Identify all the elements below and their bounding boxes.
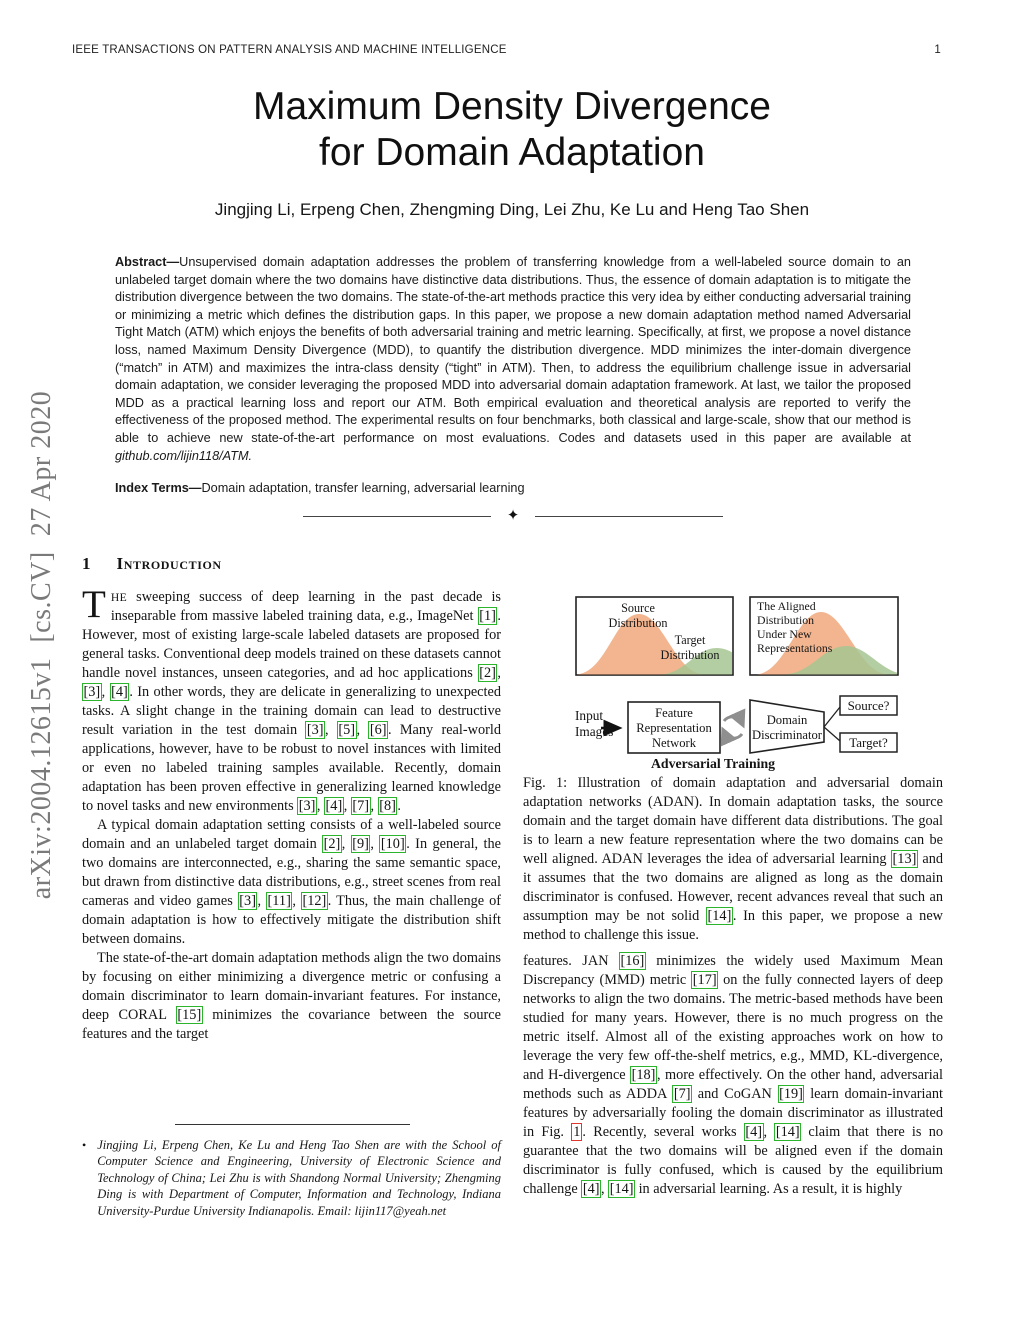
connector-to-target: [823, 726, 841, 742]
svg-text:Distribution: Distribution: [661, 648, 720, 662]
aligned-distribution-label: The Aligned: [757, 599, 816, 613]
footnote-rule: [175, 1124, 410, 1125]
feature-network-label: Feature: [655, 706, 693, 720]
citation-link[interactable]: [9]: [350, 835, 371, 853]
citation-link[interactable]: [19]: [777, 1085, 805, 1103]
index-terms-label: Index Terms—: [115, 481, 202, 495]
author-footnote: • Jingjing Li, Erpeng Chen, Ke Lu and He…: [82, 1124, 501, 1219]
section-heading: 1 Introduction: [82, 554, 501, 574]
citation-link[interactable]: [11]: [266, 892, 293, 910]
source-distribution-curve: [577, 614, 705, 675]
svg-text:Under New: Under New: [757, 627, 812, 641]
abstract: Abstract—Unsupervised domain adaptation …: [115, 254, 911, 465]
aligned-target-curve: [783, 646, 897, 675]
intro-paragraph-3: The state-of-the-art domain adaptation m…: [82, 950, 501, 1042]
figure-caption: Fig. 1: Illustration of domain adaptatio…: [523, 775, 944, 943]
svg-text:Distribution: Distribution: [609, 616, 668, 630]
citation-link[interactable]: [4]: [581, 1180, 602, 1198]
citation-link[interactable]: [14]: [706, 907, 733, 925]
svg-text:Discriminator: Discriminator: [752, 728, 823, 742]
separator-line: [535, 516, 724, 517]
section-number: 1: [82, 554, 91, 573]
source-question-box: [839, 695, 898, 716]
target-question-box: [839, 732, 898, 753]
svg-text:Network: Network: [652, 736, 697, 750]
abstract-text: Unsupervised domain adaptation addresses…: [115, 255, 911, 463]
dropcap-letter: T: [82, 583, 106, 626]
figure-reference-link[interactable]: 1: [571, 1123, 583, 1141]
source-distribution-label: Source: [621, 601, 655, 615]
citation-link[interactable]: [6]: [368, 721, 389, 739]
author-list: Jingjing Li, Erpeng Chen, Zhengming Ding…: [214, 200, 810, 219]
citation-link[interactable]: [15]: [175, 1006, 203, 1024]
citation-link[interactable]: [8]: [377, 797, 398, 815]
citation-link[interactable]: [18]: [630, 1066, 657, 1084]
page-number: 1: [934, 44, 941, 56]
citation-link[interactable]: [17]: [691, 971, 719, 989]
target-distribution-curve: [659, 648, 732, 675]
separator-line: [303, 516, 491, 517]
svg-text:Representations: Representations: [757, 641, 833, 655]
footnote-text: Jingjing Li, Erpeng Chen, Ke Lu and Heng…: [97, 1138, 501, 1218]
input-images-label: Input: [575, 708, 603, 723]
cycle-arrows-icon: [720, 708, 746, 747]
index-terms: Index Terms—Domain adaptation, transfer …: [115, 481, 911, 495]
svg-text:Distribution: Distribution: [757, 613, 814, 627]
target-question-label: Target?: [849, 735, 888, 750]
discriminator-trapezoid: [749, 699, 825, 754]
citation-link[interactable]: [2]: [477, 664, 498, 682]
figure-1: Source Distribution Target Distribution …: [575, 596, 899, 771]
intro-paragraph-1: T HE sweeping success of deep learning in…: [82, 583, 501, 815]
feature-network-box: [627, 701, 721, 754]
github-link[interactable]: github.com/lijin118/ATM.: [115, 448, 253, 463]
section-title: Introduction: [116, 554, 222, 573]
intro-text: T HE sweeping success of deep learning in…: [82, 583, 502, 1044]
target-distribution-label: Target: [675, 633, 706, 647]
citation-link[interactable]: [4]: [324, 797, 344, 815]
title-line2: for Domain Adaptation: [319, 131, 705, 174]
citation-link[interactable]: [14]: [608, 1180, 636, 1198]
citation-link[interactable]: [3]: [82, 683, 102, 701]
body-right-text: features. JAN [16] minimizes the widely …: [523, 952, 943, 1199]
source-question-label: Source?: [848, 698, 890, 713]
svg-text:Images: Images: [575, 724, 613, 739]
citation-link[interactable]: [12]: [300, 892, 328, 910]
running-header: IEEE TRANSACTIONS ON PATTERN ANALYSIS AN…: [72, 44, 941, 56]
citation-link[interactable]: [7]: [672, 1085, 693, 1103]
citation-link[interactable]: [3]: [297, 797, 317, 815]
intro-paragraph-2: A typical domain adaptation setting cons…: [82, 817, 502, 947]
connector-to-source: [823, 706, 841, 728]
citation-link[interactable]: [10]: [379, 835, 407, 853]
citation-link[interactable]: [2]: [322, 835, 342, 853]
svg-text:Representation: Representation: [636, 721, 712, 735]
citation-link[interactable]: [4]: [109, 683, 130, 701]
citation-link[interactable]: [3]: [305, 721, 326, 739]
footnote-bullet: •: [82, 1138, 87, 1152]
diamond-icon: ✦: [506, 508, 520, 524]
paper-title: Maximum Density Divergence for Domain Ad…: [0, 84, 1024, 176]
citation-link[interactable]: [13]: [891, 850, 918, 868]
citation-link[interactable]: [7]: [350, 797, 371, 815]
citation-link[interactable]: [16]: [619, 952, 646, 970]
adversarial-training-label: Adversarial Training: [651, 756, 775, 771]
arxiv-stamp: arXiv:2004.12615v1 [cs.CV] 27 Apr 2020: [26, 390, 57, 900]
section-separator: ✦: [303, 508, 724, 524]
lead-smallcaps: HE: [110, 591, 128, 604]
citation-link[interactable]: [1]: [477, 607, 498, 625]
citation-link[interactable]: [3]: [237, 892, 258, 910]
citation-link[interactable]: [5]: [336, 721, 357, 739]
title-line1: Maximum Density Divergence: [253, 85, 771, 128]
abstract-label: Abstract—: [115, 255, 180, 269]
journal-name: IEEE TRANSACTIONS ON PATTERN ANALYSIS AN…: [72, 44, 507, 56]
citation-link[interactable]: [14]: [774, 1123, 802, 1141]
body-right-paragraph: features. JAN [16] minimizes the widely …: [523, 952, 943, 1198]
citation-link[interactable]: [4]: [743, 1123, 764, 1141]
index-terms-text: Domain adaptation, transfer learning, ad…: [201, 481, 525, 495]
discriminator-label: Domain: [767, 713, 808, 727]
